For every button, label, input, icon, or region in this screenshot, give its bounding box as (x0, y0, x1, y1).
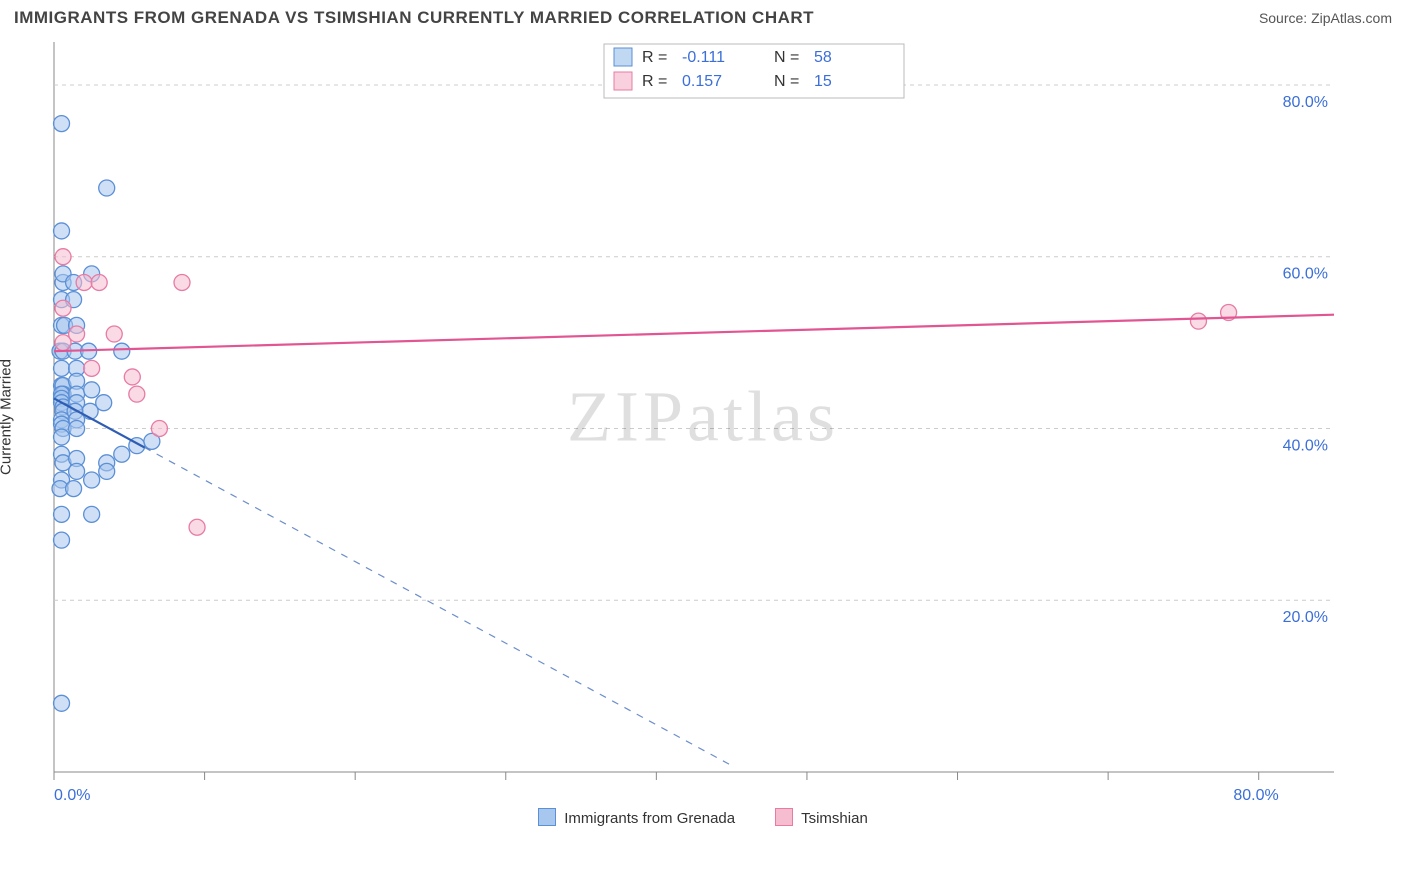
svg-text:60.0%: 60.0% (1283, 266, 1328, 283)
legend-label-grenada: Immigrants from Grenada (564, 810, 735, 827)
svg-text:N =: N = (774, 73, 799, 90)
svg-text:0.0%: 0.0% (54, 787, 90, 802)
legend-label-tsimshian: Tsimshian (801, 810, 868, 827)
chart-header: IMMIGRANTS FROM GRENADA VS TSIMSHIAN CUR… (0, 0, 1406, 32)
chart-area: Currently Married 20.0%40.0%60.0%80.0%0.… (14, 32, 1392, 802)
svg-text:0.157: 0.157 (682, 73, 722, 90)
svg-text:20.0%: 20.0% (1283, 609, 1328, 626)
source-link[interactable]: ZipAtlas.com (1311, 10, 1392, 26)
svg-text:40.0%: 40.0% (1283, 437, 1328, 454)
svg-text:15: 15 (814, 73, 832, 90)
svg-text:R =: R = (642, 49, 667, 66)
legend-swatch-grenada (538, 808, 556, 826)
svg-text:80.0%: 80.0% (1233, 787, 1278, 802)
svg-text:80.0%: 80.0% (1283, 94, 1328, 111)
legend-item-grenada: Immigrants from Grenada (538, 808, 735, 827)
legend-item-tsimshian: Tsimshian (775, 808, 868, 827)
source-label: Source: (1259, 10, 1311, 26)
scatter-chart: 20.0% 40.0% 60.0% 80.0% 0.0% 80.0% R = -0.111 N… (14, 32, 1344, 802)
chart-title: IMMIGRANTS FROM GRENADA VS TSIMSHIAN CUR… (14, 8, 814, 28)
svg-text:58: 58 (814, 49, 832, 66)
svg-text:R =: R = (642, 73, 667, 90)
bottom-legend: Immigrants from Grenada Tsimshian (0, 808, 1406, 827)
y-axis-label: Currently Married (0, 359, 15, 475)
svg-text:-0.111: -0.111 (682, 49, 725, 66)
legend-swatch-tsimshian (775, 808, 793, 826)
svg-text:N =: N = (774, 49, 799, 66)
source-attribution: Source: ZipAtlas.com (1259, 10, 1392, 26)
